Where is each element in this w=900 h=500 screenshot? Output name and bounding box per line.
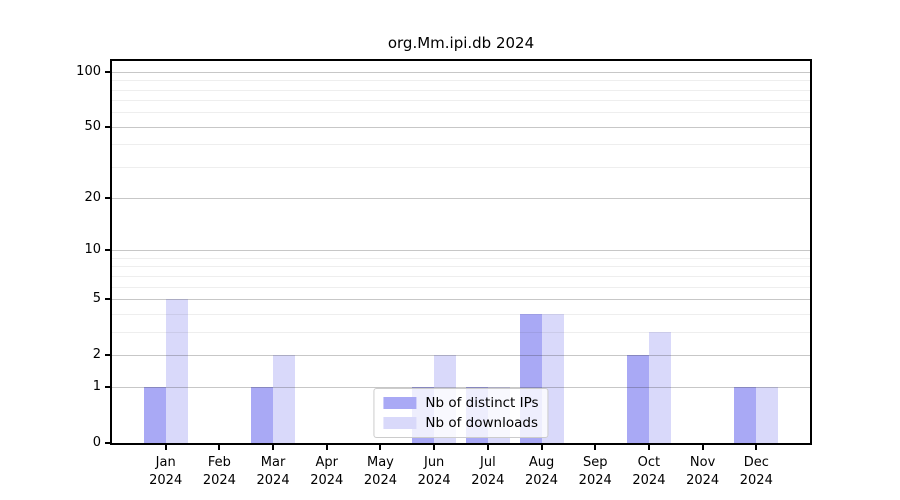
gridline-40 xyxy=(112,144,810,146)
y-tick-label-100: 100 xyxy=(76,63,101,79)
x-tick-oct xyxy=(647,445,650,450)
gridline-90 xyxy=(112,80,810,82)
bar-distinct-ips-oct xyxy=(626,354,649,443)
x-tick-label-apr: Apr 2024 xyxy=(310,455,344,488)
x-tick-label-aug: Aug 2024 xyxy=(524,455,559,488)
x-tick-may xyxy=(379,445,382,450)
x-tick-jun xyxy=(433,445,436,450)
x-tick-jan xyxy=(164,445,167,450)
gridline-30 xyxy=(112,166,810,168)
gridline-4 xyxy=(112,313,810,315)
gridline-80 xyxy=(112,89,810,91)
bar-downloads-oct xyxy=(648,331,671,443)
x-tick-label-nov: Nov 2024 xyxy=(686,455,720,488)
legend-item-distinct-ips: Nb of distinct IPs xyxy=(383,395,539,411)
y-tick-label-50: 50 xyxy=(84,118,101,134)
bar-distinct-ips-jan xyxy=(143,387,166,443)
gridline-6 xyxy=(112,286,810,288)
x-tick-mar xyxy=(272,445,275,450)
x-tick-label-feb: Feb 2024 xyxy=(202,455,236,488)
x-tick-label-mar: Mar 2024 xyxy=(256,455,290,488)
x-tick-label-jun: Jun 2024 xyxy=(417,455,451,488)
bar-distinct-ips-mar xyxy=(251,387,274,443)
gridline-20 xyxy=(112,198,810,200)
gridline-1 xyxy=(112,387,810,389)
gridline-50 xyxy=(112,126,810,128)
x-tick-label-oct: Oct 2024 xyxy=(632,455,666,488)
gridline-9 xyxy=(112,257,810,259)
x-tick-jul xyxy=(486,445,489,450)
y-tick-2 xyxy=(105,353,110,356)
chart-title: org.Mm.ipi.db 2024 xyxy=(387,34,535,52)
x-tick-apr xyxy=(325,445,328,450)
y-tick-label-5: 5 xyxy=(92,290,101,306)
y-tick-label-2: 2 xyxy=(92,346,101,362)
legend-label-downloads: Nb of downloads xyxy=(425,415,538,431)
gridline-70 xyxy=(112,100,810,102)
legend-item-downloads: Nb of downloads xyxy=(383,415,538,431)
y-tick-50 xyxy=(105,125,110,128)
y-tick-label-1: 1 xyxy=(92,379,101,395)
y-tick-100 xyxy=(105,70,110,73)
legend-swatch-distinct-ips-icon xyxy=(383,397,417,409)
gridline-5 xyxy=(112,298,810,300)
bar-distinct-ips-dec xyxy=(734,387,757,443)
legend-swatch-downloads-icon xyxy=(383,417,417,429)
gridline-8 xyxy=(112,266,810,268)
y-tick-1 xyxy=(105,386,110,389)
x-tick-label-dec: Dec 2024 xyxy=(739,455,773,488)
x-tick-aug xyxy=(540,445,543,450)
y-tick-5 xyxy=(105,297,110,300)
x-tick-dec xyxy=(755,445,758,450)
gridline-3 xyxy=(112,331,810,333)
gridline-2 xyxy=(112,354,810,356)
x-tick-label-sep: Sep 2024 xyxy=(578,455,612,488)
gridline-100 xyxy=(112,71,810,73)
gridlines-layer xyxy=(112,61,810,443)
x-tick-sep xyxy=(594,445,597,450)
x-tick-label-may: May 2024 xyxy=(363,455,397,488)
x-tick-label-jul: Jul 2024 xyxy=(471,455,505,488)
bar-downloads-dec xyxy=(756,387,779,443)
bar-downloads-mar xyxy=(273,354,296,443)
y-tick-20 xyxy=(105,197,110,200)
gridline-7 xyxy=(112,275,810,277)
y-tick-label-20: 20 xyxy=(84,190,101,206)
gridline-10 xyxy=(112,250,810,252)
y-tick-10 xyxy=(105,249,110,252)
x-tick-feb xyxy=(218,445,221,450)
y-tick-label-0: 0 xyxy=(92,435,101,450)
x-tick-label-jan: Jan 2024 xyxy=(149,455,183,488)
legend-label-distinct-ips: Nb of distinct IPs xyxy=(425,395,539,411)
plot-area: Nb of distinct IPs Nb of downloads xyxy=(110,59,812,445)
y-tick-0 xyxy=(105,442,110,444)
legend: Nb of distinct IPs Nb of downloads xyxy=(373,388,549,438)
y-tick-label-10: 10 xyxy=(84,242,101,258)
x-tick-nov xyxy=(701,445,704,450)
gridline-60 xyxy=(112,112,810,114)
bar-downloads-jan xyxy=(165,298,188,443)
